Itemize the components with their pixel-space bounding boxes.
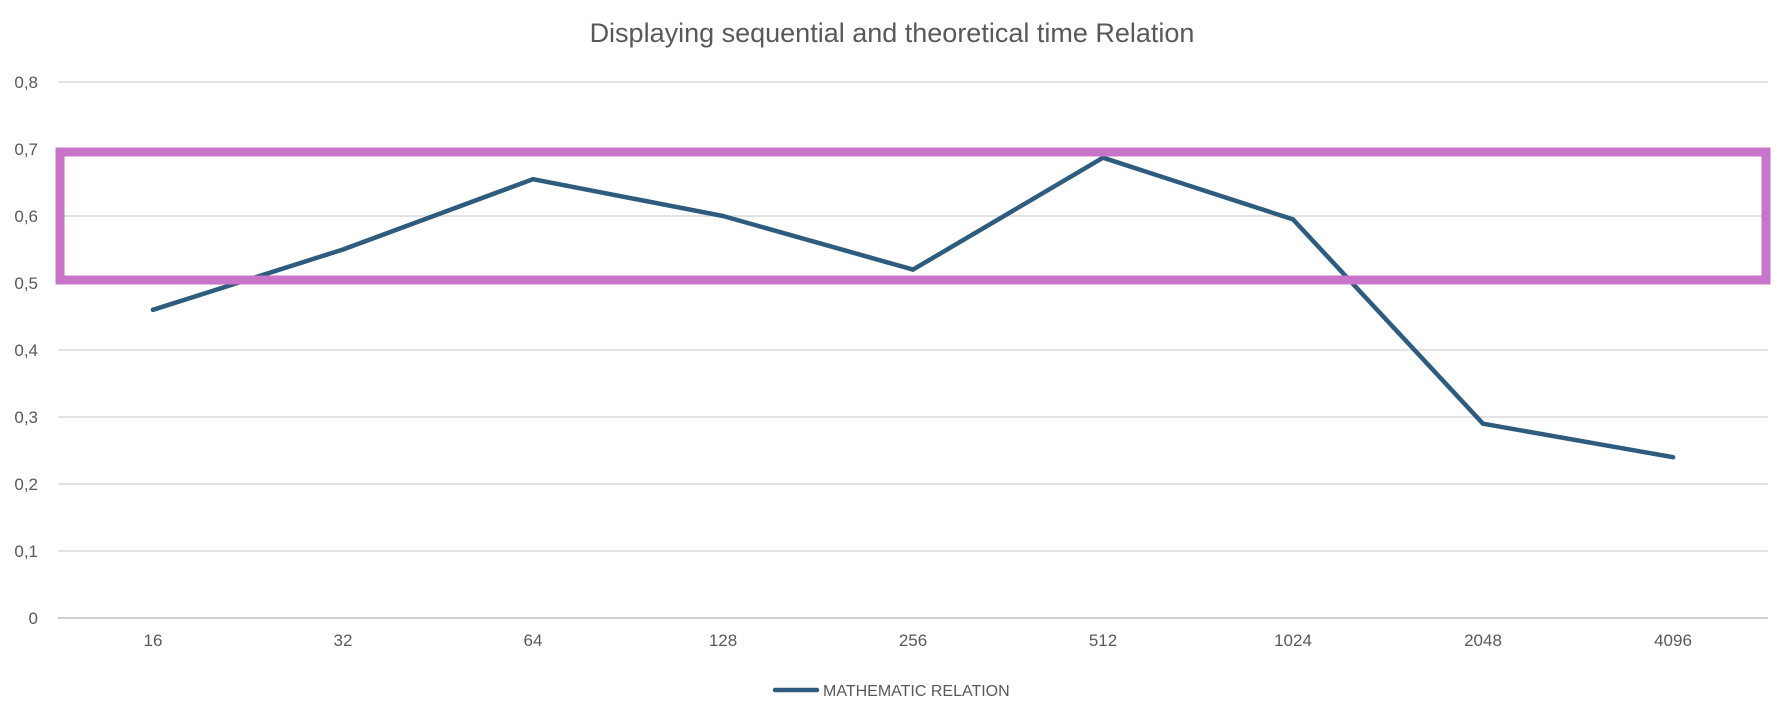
- y-tick-label: 0,2: [14, 475, 38, 494]
- highlight-box: [55, 147, 1771, 285]
- x-tick-label: 16: [144, 631, 163, 650]
- data-point: [1480, 421, 1486, 426]
- y-tick-label: 0,3: [14, 408, 38, 427]
- data-point: [530, 176, 536, 182]
- x-tick-label: 512: [1089, 631, 1117, 650]
- x-tick-label: 2048: [1464, 631, 1502, 650]
- data-point: [150, 307, 156, 312]
- chart-title: Displaying sequential and theoretical ti…: [590, 18, 1195, 48]
- data-point: [1670, 455, 1676, 460]
- data-point: [1290, 217, 1296, 222]
- x-tick-label: 32: [334, 631, 353, 650]
- series-line: [150, 155, 1676, 460]
- data-point: [910, 267, 916, 272]
- data-point: [1100, 155, 1106, 160]
- x-tick-label: 128: [709, 631, 737, 650]
- x-tick-label: 256: [899, 631, 927, 650]
- y-tick-label: 0,8: [14, 73, 38, 92]
- y-tick-label: 0,4: [14, 341, 38, 360]
- x-tick-label: 1024: [1274, 631, 1312, 650]
- y-tick-label: 0,5: [14, 274, 38, 293]
- legend: MATHEMATIC RELATION: [772, 683, 1010, 700]
- data-point: [720, 213, 726, 219]
- y-tick-label: 0,7: [14, 140, 38, 159]
- data-point: [340, 247, 346, 252]
- series-lines: [150, 155, 1676, 460]
- x-tick-label: 4096: [1654, 631, 1692, 650]
- y-axis-ticks: 0 0,1 0,2 0,3 0,4 0,5 0,6 0,7 0,8: [14, 73, 38, 628]
- y-tick-label: 0,1: [14, 542, 38, 561]
- annotations: [55, 147, 1771, 285]
- gridlines: [58, 81, 1768, 619]
- x-tick-label: 64: [524, 631, 543, 650]
- y-tick-label: 0,6: [14, 207, 38, 226]
- x-axis-ticks: 16 32 64 128 256 512 1024 2048 4096: [144, 631, 1692, 650]
- legend-label: MATHEMATIC RELATION: [823, 683, 1010, 700]
- y-tick-label: 0: [29, 609, 38, 628]
